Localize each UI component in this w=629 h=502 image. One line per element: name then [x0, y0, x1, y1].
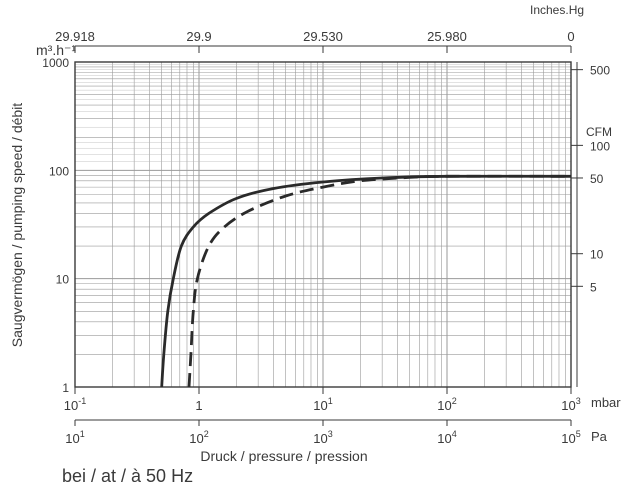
right-tick-label: 5: [590, 280, 597, 294]
x-axis-title: Druck / pressure / pression: [200, 448, 367, 464]
x-unit-mbar-label: mbar: [591, 395, 621, 410]
top-tick-label: 29.530: [303, 29, 343, 44]
x-unit-pa-label: Pa: [591, 429, 608, 444]
top-tick-label: 29.9: [186, 29, 211, 44]
top-tick-label: 25.980: [427, 29, 467, 44]
left-tick-label: 1000: [42, 56, 69, 70]
grid: [74, 62, 571, 388]
left-tick-label: 10: [56, 273, 70, 287]
mbar-tick-label: 102: [437, 396, 456, 413]
y-axis-title: Saugvermögen / pumping speed / débit: [9, 103, 25, 347]
right-tick-label: 100: [590, 139, 610, 153]
pa-tick-label: 101: [65, 429, 84, 446]
mbar-tick-label: 1: [195, 398, 202, 413]
pa-tick-label: 105: [561, 429, 580, 446]
y-unit-right-label: CFM: [586, 125, 612, 139]
mbar-tick-label: 10-1: [64, 396, 86, 413]
right-tick-label: 50: [590, 172, 604, 186]
mbar-tick-label: 103: [561, 396, 580, 413]
axis-ticks: [74, 45, 583, 426]
series-lines: [160, 174, 572, 388]
pa-tick-label: 104: [437, 429, 456, 446]
right-tick-label: 500: [590, 64, 610, 78]
y-unit-left-label: m³.h⁻¹: [36, 42, 76, 58]
top-unit-label: Inches.Hg: [530, 3, 584, 17]
pa-tick-label: 103: [313, 429, 332, 446]
mbar-tick-label: 101: [313, 396, 332, 413]
frequency-note: bei / at / à 50 Hz: [62, 466, 194, 486]
left-tick-label: 1: [62, 381, 69, 395]
left-tick-label: 100: [49, 164, 69, 178]
right-tick-label: 10: [590, 248, 604, 262]
series-line-solid: [160, 174, 572, 388]
top-tick-label: 29.918: [55, 29, 95, 44]
series-line-dashed: [187, 174, 572, 388]
top-tick-label: 0: [567, 29, 574, 44]
pa-tick-label: 102: [189, 429, 208, 446]
axis-labels: 29.918 29.9 29.530 25.980 050010050105100010…: [42, 29, 610, 446]
